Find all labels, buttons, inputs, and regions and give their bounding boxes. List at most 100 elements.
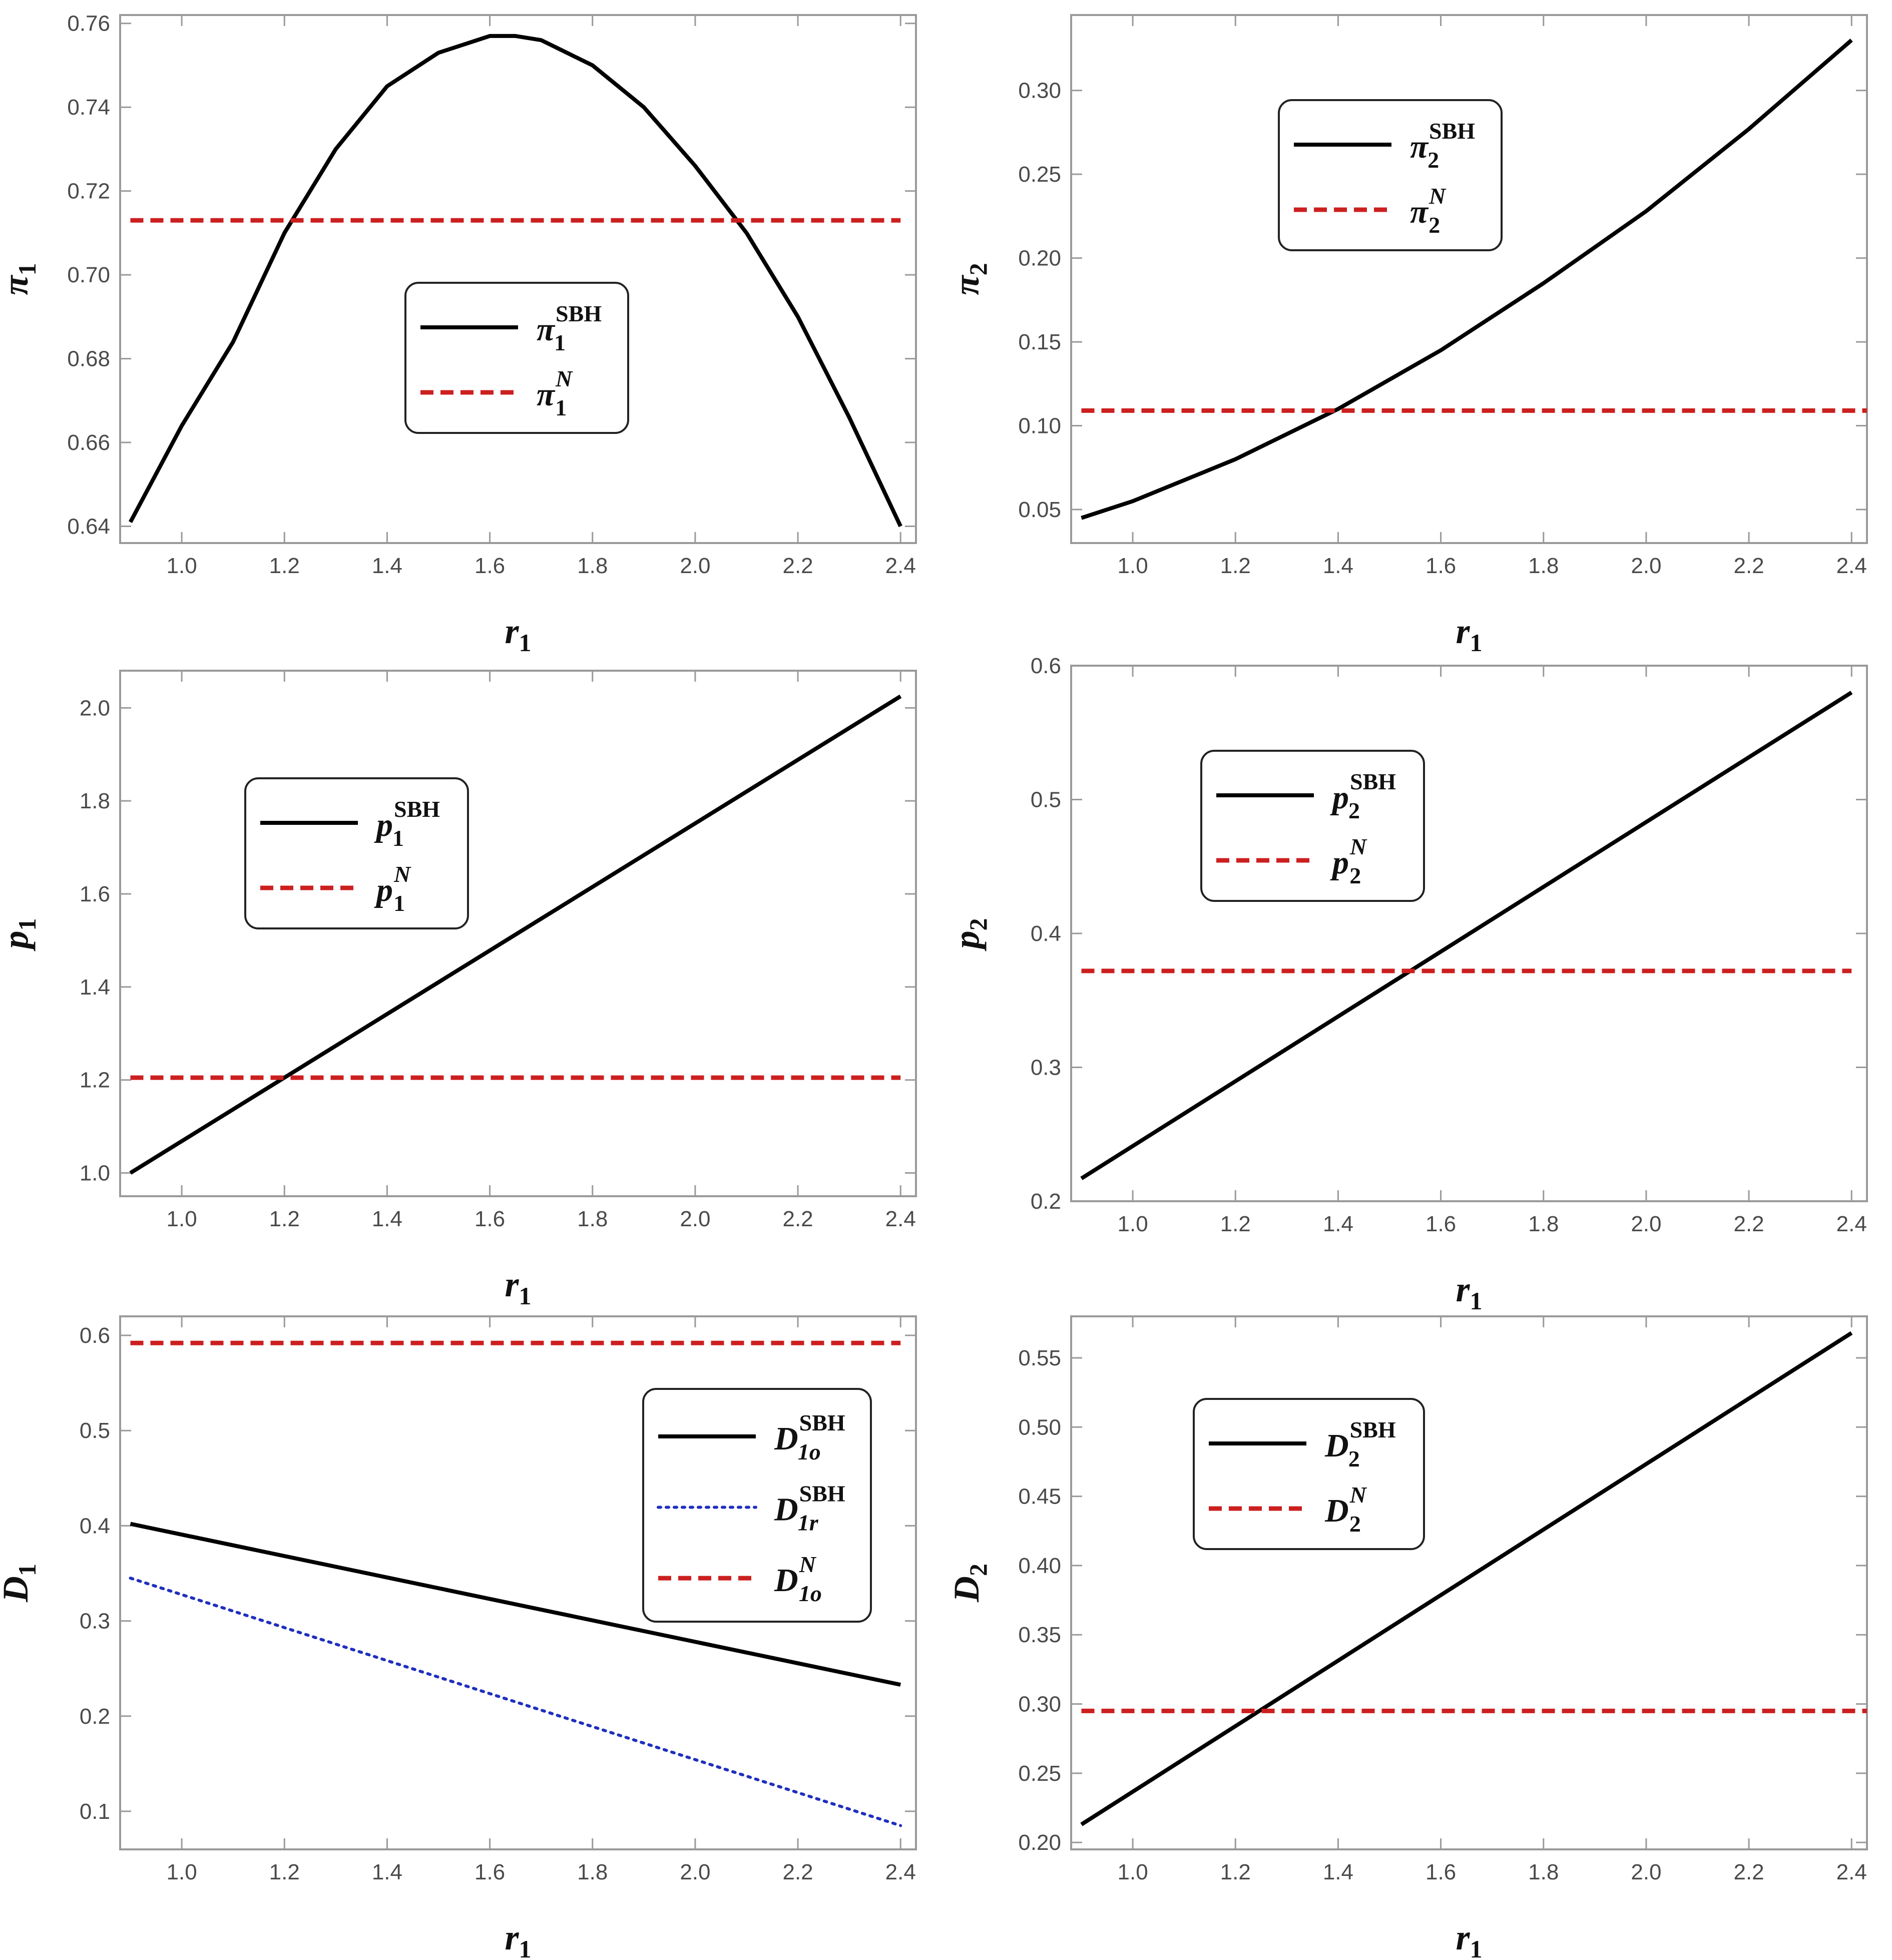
x-tick-label: 1.4	[372, 1207, 402, 1231]
legend-entry: pN 1	[374, 861, 411, 916]
legend: πSBH 2 πN 2	[1278, 99, 1503, 251]
plot-frame	[119, 14, 917, 544]
y-tick-label: 0.5	[80, 1418, 110, 1443]
x-tick-label: 2.0	[1631, 1860, 1661, 1884]
x-tick-label: 1.0	[1118, 1212, 1148, 1236]
y-tick-label: 0.40	[1018, 1554, 1061, 1578]
series-line-dotted	[129, 1577, 902, 1827]
y-tick-label: 0.30	[1018, 1692, 1061, 1717]
legend-entry: πN 1	[537, 366, 573, 420]
x-axis-label: r1	[505, 1917, 531, 1960]
x-tick-label: 1.2	[1220, 554, 1251, 578]
y-tick-label: 0.3	[80, 1609, 110, 1634]
y-tick-label: 0.6	[80, 1323, 110, 1348]
y-tick-label: 0.76	[67, 12, 110, 36]
plot-frame	[1070, 14, 1868, 544]
y-tick-label: 1.6	[80, 882, 110, 906]
x-tick-label: 1.2	[269, 1207, 300, 1231]
legend-entry: πSBH 1	[537, 301, 602, 355]
y-tick-label: 0.6	[1031, 654, 1061, 678]
x-tick-label: 1.8	[1528, 554, 1559, 578]
y-tick-label: 0.45	[1018, 1485, 1061, 1509]
y-tick-label: 0.68	[67, 347, 110, 371]
series-line-solid	[128, 34, 902, 528]
x-tick-label: 1.2	[1220, 1860, 1251, 1884]
y-tick-label: 0.10	[1018, 414, 1061, 438]
legend-entry: pN 2	[1330, 834, 1367, 888]
x-tick-label: 2.4	[1836, 1860, 1867, 1884]
y-axis-label: π2	[947, 263, 992, 295]
y-tick-label: 0.66	[67, 430, 110, 455]
y-axis-label: p1	[0, 918, 41, 952]
x-tick-label: 1.8	[577, 1207, 608, 1231]
y-tick-label: 2.0	[80, 696, 110, 720]
series-line-solid	[1081, 39, 1853, 520]
x-tick-label: 1.0	[167, 1207, 197, 1231]
y-tick-label: 0.2	[80, 1704, 110, 1729]
x-tick-label: 2.2	[1733, 1212, 1764, 1236]
x-axis-label: r1	[1456, 1269, 1482, 1315]
legend: pSBH 1 pN 1	[244, 777, 469, 929]
plot-frame	[119, 670, 917, 1197]
y-tick-label: 1.8	[80, 789, 110, 813]
chart-panel-5: 1.0 1.2 1.4 1.6 1.8 2.0 2.2 2.4 0.1 0.2 0.3 0.4 0.5 0…	[0, 1315, 917, 1960]
x-tick-label: 1.6	[1426, 1860, 1456, 1884]
x-tick-label: 1.8	[577, 554, 608, 578]
x-tick-label: 2.4	[885, 1207, 916, 1231]
x-tick-label: 1.6	[1426, 554, 1456, 578]
x-tick-label: 2.4	[885, 1860, 916, 1884]
x-tick-label: 1.8	[1528, 1860, 1559, 1884]
y-tick-label: 0.4	[80, 1514, 110, 1538]
x-tick-label: 1.4	[1323, 1860, 1353, 1884]
legend-box	[642, 1388, 872, 1623]
x-tick-label: 1.0	[1118, 554, 1148, 578]
y-tick-label: 1.2	[80, 1068, 110, 1093]
x-tick-label: 2.4	[885, 554, 916, 578]
legend: DSBH 2 DN 2	[1193, 1398, 1425, 1550]
y-tick-label: 0.30	[1018, 79, 1061, 103]
chart-panel-6: 1.0 1.2 1.4 1.6 1.8 2.0 2.2 2.4 0.20 0.25 0.30 0.35…	[947, 1315, 1868, 1960]
y-tick-label: 0.25	[1018, 1761, 1061, 1786]
x-tick-label: 2.0	[680, 1860, 710, 1884]
x-tick-label: 1.8	[1528, 1212, 1559, 1236]
x-tick-label: 1.2	[269, 1860, 300, 1884]
x-tick-label: 2.2	[782, 1860, 813, 1884]
y-tick-label: 1.4	[80, 975, 110, 1000]
x-tick-label: 1.6	[475, 1207, 505, 1231]
legend-entry: pSBH 1	[374, 796, 440, 851]
x-tick-label: 2.2	[1733, 1860, 1764, 1884]
y-tick-label: 0.55	[1018, 1346, 1061, 1370]
y-axis-label: p2	[947, 918, 992, 952]
x-tick-label: 2.0	[1631, 554, 1661, 578]
x-tick-label: 1.2	[269, 554, 300, 578]
legend: πSBH 1 πN 1	[404, 282, 629, 434]
legend: pSBH 2 pN 2	[1200, 750, 1425, 902]
legend-entry: DSBH 1o	[774, 1410, 845, 1464]
y-tick-label: 0.25	[1018, 162, 1061, 187]
x-tick-label: 1.6	[475, 554, 505, 578]
plot-frame	[1070, 1315, 1868, 1850]
chart-panel-4: 1.0 1.2 1.4 1.6 1.8 2.0 2.2 2.4 0.2 0.3 0.4 0.5 0.6 r…	[947, 654, 1868, 1315]
y-tick-label: 0.72	[67, 179, 110, 204]
legend-entry: πSBH 2	[1410, 118, 1475, 173]
x-tick-label: 2.2	[1733, 554, 1764, 578]
legend: DSBH 1o DSBH 1r DN 1o	[642, 1388, 872, 1623]
series-line-solid	[129, 694, 902, 1175]
x-tick-label: 2.4	[1836, 1212, 1867, 1236]
y-tick-label: 0.3	[1031, 1056, 1061, 1080]
x-tick-label: 2.0	[680, 554, 710, 578]
y-tick-label: 0.64	[67, 515, 110, 539]
y-tick-label: 1.0	[80, 1161, 110, 1186]
series-line-solid	[1080, 691, 1853, 1180]
x-axis-label: r1	[505, 611, 531, 657]
x-tick-label: 2.4	[1836, 554, 1867, 578]
y-tick-label: 0.35	[1018, 1623, 1061, 1647]
x-tick-label: 1.0	[1118, 1860, 1148, 1884]
legend-box	[1278, 99, 1503, 251]
y-tick-label: 0.70	[67, 263, 110, 287]
x-tick-label: 1.2	[1220, 1212, 1251, 1236]
y-tick-label: 0.4	[1031, 921, 1061, 946]
y-tick-label: 0.5	[1031, 788, 1061, 812]
plot-frame	[119, 1315, 917, 1850]
